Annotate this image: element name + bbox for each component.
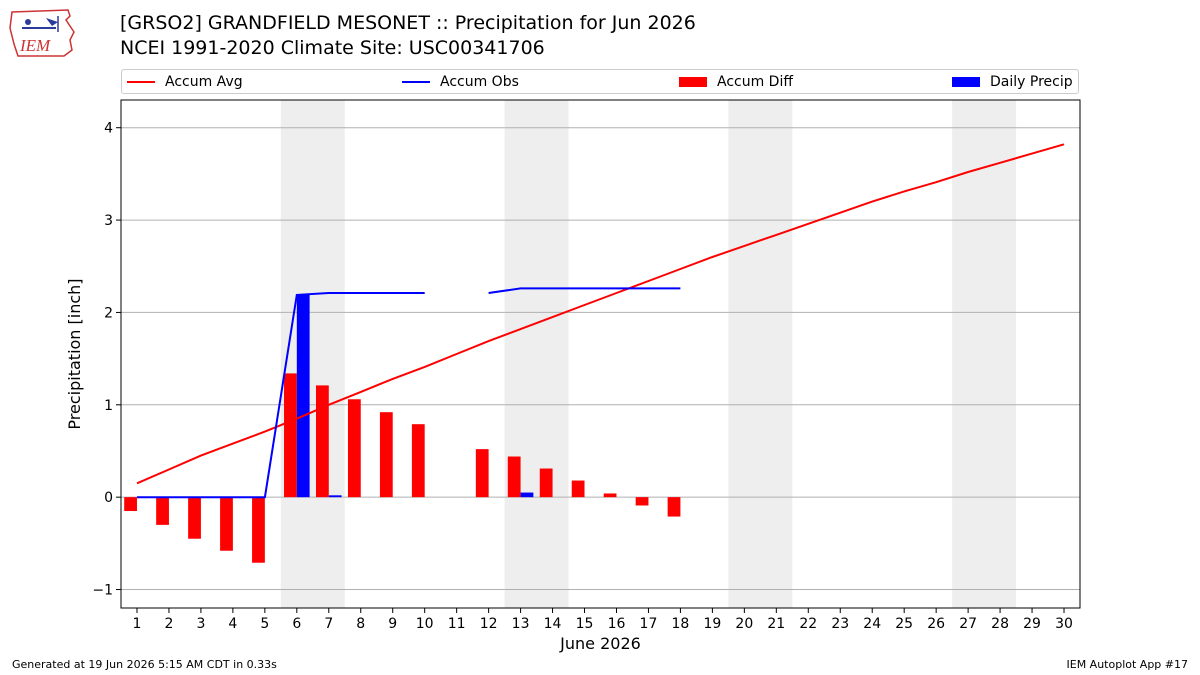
legend-accum-diff-swatch: [679, 77, 707, 87]
accum-diff-bar: [156, 497, 169, 525]
weekend-shade-1: [504, 100, 569, 608]
x-tick-label: 15: [576, 616, 594, 632]
x-tick-label: 29: [1023, 616, 1041, 632]
x-tick-label: 7: [324, 616, 333, 632]
accum-diff-bar: [284, 373, 297, 498]
chart-subtitle: NCEI 1991-2020 Climate Site: USC00341706: [120, 37, 545, 59]
weekend-shade-2: [728, 100, 793, 608]
legend-accum-obs-swatch: [402, 81, 430, 83]
y-tick-label: 1: [104, 398, 113, 414]
x-tick-label: 13: [512, 616, 530, 632]
accum-diff-bar: [539, 468, 553, 498]
x-tick-label: 26: [927, 616, 945, 632]
legend-accum-diff-label: Accum Diff: [717, 74, 794, 90]
y-tick-label: 3: [104, 213, 113, 229]
x-tick-label: 6: [292, 616, 301, 632]
legend-daily-precip-swatch: [952, 77, 980, 87]
legend-accum-avg-label: Accum Avg: [165, 74, 243, 90]
x-tick-label: 28: [991, 616, 1009, 632]
accum-diff-bar: [188, 497, 201, 539]
accum-diff-bar: [667, 497, 681, 517]
y-tick-label: 2: [104, 305, 113, 321]
y-tick-label: 0: [104, 490, 113, 506]
x-axis-label: June 2026: [559, 634, 641, 653]
weekend-shade-0: [280, 100, 345, 608]
x-tick-label: 14: [544, 616, 562, 632]
x-tick-label: 21: [767, 616, 785, 632]
accum-avg-line: [136, 143, 1065, 485]
x-tick-label: 18: [672, 616, 690, 632]
iem-logo: IEM: [8, 6, 80, 60]
y-tick-label: 4: [104, 121, 113, 137]
generated-timestamp: Generated at 19 Jun 2026 5:15 AM CDT in …: [12, 658, 277, 671]
svg-text:IEM: IEM: [19, 36, 51, 55]
x-tick-label: 5: [260, 616, 269, 632]
x-tick-label: 11: [448, 616, 466, 632]
accum-diff-bar: [411, 424, 425, 498]
x-tick-label: 20: [735, 616, 753, 632]
y-tick-label: −1: [92, 583, 113, 599]
accum-diff-bar: [347, 399, 361, 498]
accum-diff-bar: [315, 385, 329, 498]
x-tick-label: 23: [831, 616, 849, 632]
daily-precip-bar: [520, 492, 534, 498]
x-tick-label: 1: [133, 616, 142, 632]
x-tick-label: 27: [959, 616, 977, 632]
chart-title: [GRSO2] GRANDFIELD MESONET :: Precipitat…: [120, 12, 696, 34]
accum-diff-bar: [475, 449, 489, 498]
accum-diff-bar: [571, 480, 585, 498]
daily-precip-bar: [296, 294, 310, 498]
accum-obs-line: [137, 292, 425, 499]
y-axis-label: Precipitation [inch]: [65, 278, 84, 429]
x-tick-label: 2: [164, 616, 173, 632]
x-tick-label: 19: [703, 616, 721, 632]
x-tick-label: 4: [228, 616, 237, 632]
autoplot-app-label: IEM Autoplot App #17: [1066, 658, 1189, 671]
accum-diff-bar: [124, 497, 137, 512]
legend-daily-precip: Daily Precip: [952, 73, 1073, 91]
x-tick-label: 10: [416, 616, 434, 632]
weekend-shade-3: [952, 100, 1017, 608]
accum-diff-bar: [603, 493, 617, 498]
accum-diff-bar: [507, 456, 521, 498]
x-tick-label: 8: [356, 616, 365, 632]
daily-precip-bar: [328, 495, 342, 498]
x-tick-label: 22: [799, 616, 817, 632]
legend-accum-obs-label: Accum Obs: [440, 74, 519, 90]
legend-daily-precip-label: Daily Precip: [990, 74, 1073, 90]
x-tick-label: 25: [895, 616, 913, 632]
accum-diff-bar: [220, 497, 233, 551]
accum-diff-bar: [635, 497, 649, 506]
chart-legend: Accum Avg Accum Obs Accum Diff Daily Pre…: [121, 69, 1079, 94]
legend-accum-avg-swatch: [127, 81, 155, 83]
legend-accum-diff: Accum Diff: [679, 73, 793, 91]
x-tick-label: 12: [480, 616, 498, 632]
x-tick-label: 16: [608, 616, 626, 632]
accum-obs-line: [488, 287, 681, 294]
x-tick-label: 17: [640, 616, 658, 632]
x-tick-label: 9: [388, 616, 397, 632]
accum-diff-bar: [379, 412, 393, 498]
x-tick-label: 3: [196, 616, 205, 632]
plot-frame: [120, 99, 1081, 609]
legend-accum-avg: Accum Avg: [127, 73, 243, 91]
legend-accum-obs: Accum Obs: [402, 73, 519, 91]
accum-diff-bar: [252, 497, 265, 563]
x-tick-label: 24: [863, 616, 881, 632]
x-tick-label: 30: [1055, 616, 1073, 632]
